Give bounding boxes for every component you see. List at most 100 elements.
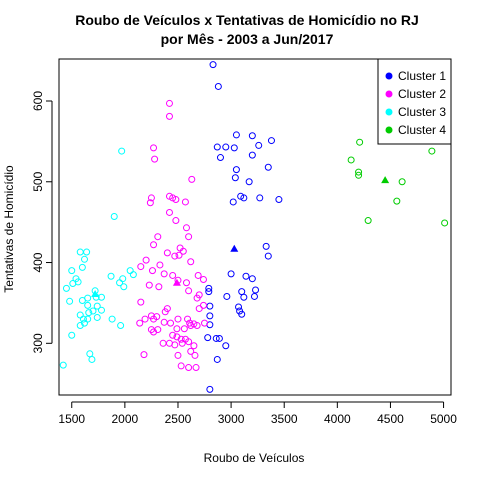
data-point (137, 263, 145, 271)
centroid-marker (172, 278, 181, 286)
data-point (222, 342, 230, 350)
data-point (160, 270, 168, 278)
data-point (150, 328, 158, 336)
data-point (193, 294, 201, 302)
data-point (229, 198, 237, 206)
data-point (187, 258, 195, 266)
x-tick-label: 5000 (430, 412, 457, 426)
data-point (213, 143, 221, 151)
data-point (84, 315, 92, 323)
data-point (150, 144, 158, 152)
data-point (223, 292, 231, 300)
data-point (178, 339, 186, 347)
legend: Cluster 1 Cluster 2 Cluster 3 Cluster 4 (377, 58, 452, 145)
legend-marker (385, 90, 393, 98)
data-point (140, 351, 148, 359)
data-point (230, 144, 238, 152)
data-point (355, 171, 363, 179)
data-point (177, 335, 185, 343)
y-tick-label: 400 (31, 252, 45, 272)
data-point (68, 331, 76, 339)
data-point (169, 271, 177, 279)
data-point (151, 155, 159, 163)
data-point (355, 168, 363, 176)
legend-label: Cluster 2 (398, 87, 446, 101)
data-point (150, 241, 158, 249)
data-point (171, 341, 179, 349)
data-point (206, 312, 214, 320)
data-point (212, 334, 220, 342)
data-point (141, 315, 149, 323)
data-point (79, 315, 87, 323)
data-point (88, 355, 96, 363)
data-point (185, 233, 193, 241)
data-point (188, 175, 196, 183)
data-point (179, 247, 187, 255)
data-point (248, 132, 256, 140)
data-point (398, 178, 406, 186)
data-point (216, 154, 224, 162)
x-tick-label: 3500 (271, 412, 298, 426)
data-point (199, 276, 207, 283)
data-point (275, 196, 283, 204)
data-point (68, 267, 76, 275)
data-point (150, 315, 158, 323)
data-point (245, 178, 253, 186)
centroid-marker (91, 290, 100, 298)
data-point (74, 278, 82, 286)
data-point (206, 302, 214, 310)
data-point (215, 334, 223, 342)
data-point (83, 248, 91, 256)
data-point (182, 279, 190, 287)
data-point (256, 194, 264, 202)
data-point (165, 208, 173, 216)
data-point (145, 281, 153, 289)
data-point (155, 283, 163, 291)
data-point (76, 322, 84, 330)
series-cluster-2 (136, 99, 209, 372)
data-point (171, 252, 179, 260)
x-tick-label: 2000 (112, 412, 139, 426)
data-point (356, 138, 364, 146)
data-point (194, 271, 202, 279)
data-point (86, 350, 94, 358)
data-point (262, 242, 270, 250)
chart-title-line-2: por Mês - 2003 a Jun/2017 (161, 31, 334, 47)
legend-label: Cluster 4 (398, 123, 446, 137)
data-point (428, 147, 436, 155)
data-point (250, 292, 258, 300)
data-point (206, 385, 214, 393)
y-tick-label: 300 (31, 333, 45, 353)
data-point (118, 147, 126, 155)
x-tick-label: 4000 (324, 412, 351, 426)
data-point (252, 286, 260, 294)
data-point (85, 309, 93, 317)
data-point (180, 325, 188, 333)
data-point (441, 219, 449, 227)
x-tick-label: 4500 (377, 412, 404, 426)
legend-label: Cluster 3 (398, 105, 446, 119)
data-point (185, 338, 193, 346)
data-point (182, 224, 190, 232)
data-point (240, 293, 248, 301)
data-point (232, 131, 240, 139)
data-point (393, 197, 401, 205)
chart-title-line-1: Roubo de Veículos x Tentativas de Homicí… (75, 12, 419, 28)
data-point (93, 313, 101, 321)
centroid-marker (381, 176, 390, 184)
data-point (137, 298, 145, 306)
data-point (169, 331, 177, 339)
data-point (172, 196, 180, 204)
data-point (163, 249, 171, 257)
series-cluster-4 (347, 138, 449, 227)
data-point (76, 248, 84, 256)
data-point (116, 279, 124, 287)
data-point (119, 275, 127, 283)
y-tick-label: 500 (31, 171, 45, 191)
data-point (174, 315, 182, 323)
x-tick-label: 1500 (58, 412, 85, 426)
x-axis: 1500 2000 2500 3000 3500 4000 4500 5000 (58, 401, 457, 426)
data-point (175, 251, 183, 259)
legend-label: Cluster 1 (398, 69, 446, 83)
data-point (238, 310, 246, 318)
